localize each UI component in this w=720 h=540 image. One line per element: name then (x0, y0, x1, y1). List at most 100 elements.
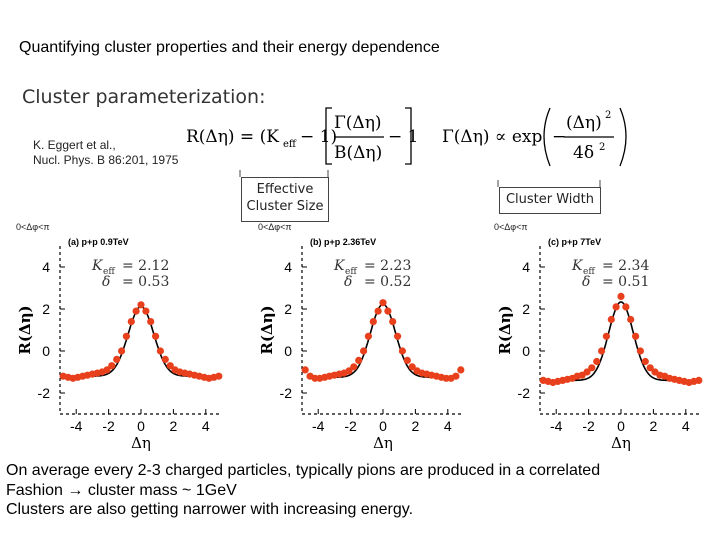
data-point (142, 307, 150, 315)
formula-exp-left-paren (543, 107, 551, 167)
keff-value: = 2.12 (122, 258, 169, 274)
keff-subscript: eff (103, 267, 115, 277)
keff-label: K (333, 258, 346, 274)
x-tick-label: -2 (102, 418, 115, 434)
effective-label-line1: Effective (256, 182, 314, 197)
data-point (360, 347, 368, 355)
data-point (598, 347, 606, 355)
x-tick-label: -2 (344, 418, 357, 434)
y-axis-label: R(Δη) (16, 305, 34, 354)
parameterization-heading: Cluster parameterization: (22, 86, 266, 108)
formula-minus-one: − 1) (300, 127, 337, 147)
fit-curve (306, 303, 460, 378)
keff-subscript: eff (583, 267, 595, 277)
data-point (452, 372, 460, 380)
x-tick-label: 0 (617, 418, 625, 434)
chart-panel-a: 4 2 0 -2 -4 -2 0 2 4 Δη R(Δη) (a) p+p 0.9TeV K eff = 2… (16, 237, 223, 452)
formula-r-lhs: R(Δη) = (K (186, 127, 279, 147)
data-point (118, 347, 126, 355)
data-point (408, 363, 416, 371)
x-tick-label: 4 (444, 418, 452, 434)
formula-exp-denominator: 4δ (573, 143, 594, 163)
y-tick-label: -2 (518, 385, 531, 401)
formula-gamma-exp: Γ(Δη) ∝ exp (442, 127, 542, 147)
x-tick-label: -4 (550, 418, 563, 434)
data-point (113, 355, 121, 363)
formula-right-bracket (405, 107, 412, 165)
fit-curve (544, 301, 698, 382)
data-point (374, 307, 382, 315)
data-point (364, 332, 372, 340)
data-point (394, 332, 402, 340)
keff-subscript: eff (345, 267, 357, 277)
panel-label: (c) p+p 7TeV (548, 237, 601, 247)
x-axis-label: Δη (611, 434, 631, 452)
data-point (156, 347, 164, 355)
y-tick-label: -2 (280, 385, 293, 401)
data-point (147, 318, 155, 326)
delta-value: = 0.53 (122, 274, 169, 290)
data-point (215, 372, 223, 380)
y-axis-label: R(Δη) (496, 305, 514, 354)
y-tick-label: -2 (38, 385, 51, 401)
data-point (350, 363, 358, 371)
caption: On average every 2-3 charged particles, … (6, 461, 716, 520)
formula-left-bracket (325, 107, 332, 165)
x-tick-label: -4 (70, 418, 83, 434)
formula-b-denominator: B(Δη) (334, 143, 382, 163)
y-tick-label: 4 (42, 259, 50, 275)
delta-label: δ (344, 274, 352, 290)
data-point (622, 303, 630, 311)
keff-label: K (571, 258, 584, 274)
x-axis-label: Δη (373, 434, 393, 452)
data-point (646, 364, 654, 372)
x-tick-label: 2 (650, 418, 658, 434)
y-tick-label: 0 (42, 343, 50, 359)
effective-cluster-size-label: Effective Cluster Size (241, 177, 329, 222)
delta-value: = 0.51 (602, 274, 649, 290)
formula-exp-denominator-power: 2 (599, 142, 605, 153)
caption-line-1: On average every 2-3 charged particles, … (6, 462, 601, 479)
delta-label: δ (102, 274, 110, 290)
y-axis-label: R(Δη) (258, 305, 276, 354)
data-point (612, 303, 620, 311)
effective-label-line2: Cluster Size (246, 199, 324, 214)
panel-label: (b) p+p 2.36TeV (310, 237, 376, 247)
data-point (384, 307, 392, 315)
data-point (636, 347, 644, 355)
data-point (161, 355, 169, 363)
data-point (632, 332, 640, 340)
data-point (457, 366, 465, 374)
data-point (345, 367, 353, 375)
data-point (398, 347, 406, 355)
data-point (389, 318, 397, 326)
x-tick-label: 4 (202, 418, 210, 434)
data-point (122, 332, 130, 340)
caption-line-2: Fashion → cluster mass ~ 1GeV (6, 481, 237, 499)
y-tick-label: 2 (42, 301, 50, 317)
annotation-arrows (239, 170, 601, 187)
data-point (583, 368, 591, 376)
x-tick-label: -2 (582, 418, 595, 434)
y-tick-label: 2 (284, 301, 292, 317)
keff-label: K (91, 258, 104, 274)
data-point (641, 357, 649, 366)
x-tick-label: 0 (137, 418, 145, 434)
data-point (593, 357, 601, 366)
cluster-formula: R(Δη) = (K eff − 1) Γ(Δη) B(Δη) − 1 Γ(Δη… (186, 107, 627, 167)
data-point (355, 356, 363, 364)
data-point (369, 318, 377, 326)
data-point (152, 332, 160, 340)
range-label-a: 0<Δφ<π (16, 222, 50, 232)
data-point (166, 362, 174, 370)
data-point (588, 364, 596, 372)
x-tick-label: 2 (170, 418, 178, 434)
fit-curve (64, 305, 218, 377)
data-point (627, 315, 635, 324)
x-tick-label: -4 (312, 418, 325, 434)
data-point (103, 366, 111, 374)
reference-citation: K. Eggert et al., Nucl. Phys. B 86:201, … (33, 138, 178, 168)
formula-exp-numerator-power: 2 (605, 110, 611, 121)
data-point (132, 307, 140, 315)
panel-label: (a) p+p 0.9TeV (68, 237, 129, 247)
